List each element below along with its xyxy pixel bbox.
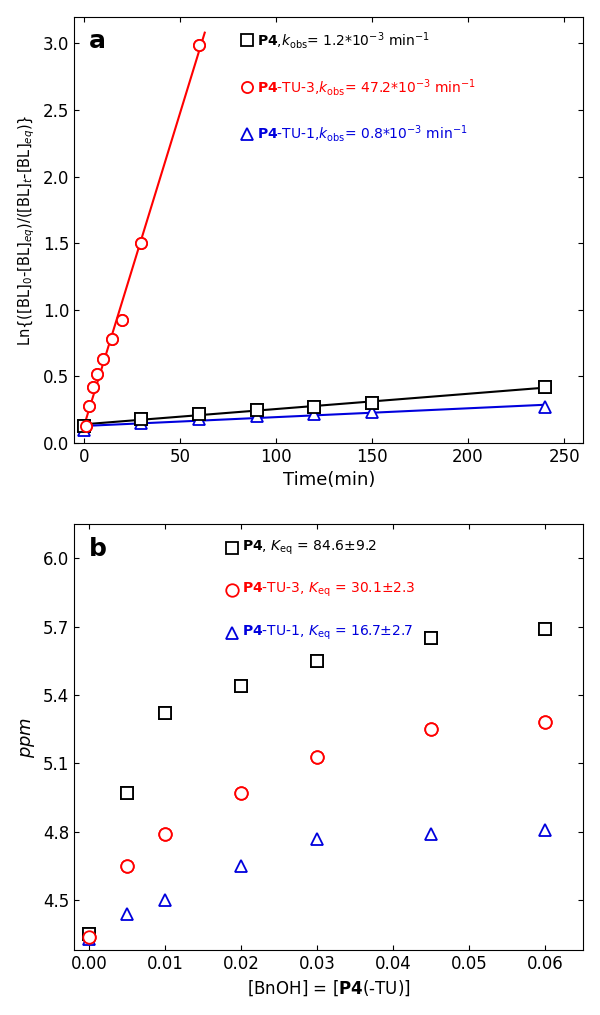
Text: $\mathbf{P4}$-TU-3, $K_\mathrm{eq}$ = 30.1±2.3: $\mathbf{P4}$-TU-3, $K_\mathrm{eq}$ = 30… (242, 581, 416, 599)
Text: b: b (89, 537, 107, 561)
X-axis label: [BnOH] = [$\mathbf{P4}$(-TU)]: [BnOH] = [$\mathbf{P4}$(-TU)] (247, 978, 410, 999)
Text: $\mathbf{P4}$,$k_\mathrm{obs}$= 1.2*10$^{-3}$ min$^{-1}$: $\mathbf{P4}$,$k_\mathrm{obs}$= 1.2*10$^… (257, 29, 430, 51)
Text: $\mathbf{P4}$-TU-3,$k_\mathrm{obs}$= 47.2*10$^{-3}$ min$^{-1}$: $\mathbf{P4}$-TU-3,$k_\mathrm{obs}$= 47.… (257, 76, 476, 97)
Text: a: a (89, 29, 106, 54)
Text: $\mathbf{P4}$-TU-1,$k_\mathrm{obs}$= 0.8*10$^{-3}$ min$^{-1}$: $\mathbf{P4}$-TU-1,$k_\mathrm{obs}$= 0.8… (257, 124, 468, 144)
Y-axis label: $\it{ppm}$: $\it{ppm}$ (19, 717, 37, 758)
X-axis label: Time(min): Time(min) (283, 471, 375, 489)
Text: $\mathbf{P4}$, $K_\mathrm{eq}$ = 84.6±9.2: $\mathbf{P4}$, $K_\mathrm{eq}$ = 84.6±9.… (242, 538, 377, 556)
Y-axis label: Ln{([BL]$_0$-[BL]$_{eq}$)/([BL]$_t$-[BL]$_{eq}$)}: Ln{([BL]$_0$-[BL]$_{eq}$)/([BL]$_t$-[BL]… (17, 114, 37, 345)
Text: $\mathbf{P4}$-TU-1, $K_\mathrm{eq}$ = 16.7±2.7: $\mathbf{P4}$-TU-1, $K_\mathrm{eq}$ = 16… (242, 623, 413, 641)
